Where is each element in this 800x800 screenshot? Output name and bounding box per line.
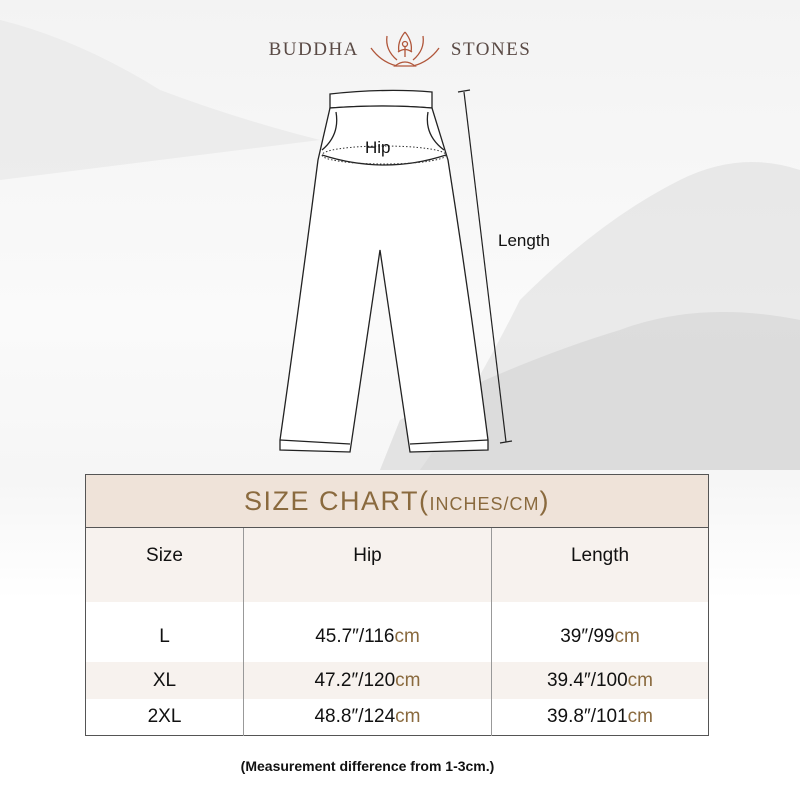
column-header-hip: Hip [243,527,492,602]
table-row: L 45.7″/116cm 39″/99cm [85,602,709,662]
hip-cell: 47.2″/120cm [243,662,492,699]
pants-diagram [279,89,513,453]
hip-label: Hip [365,138,391,157]
size-chart-table: SIZE CHART(INCHES/CM) Size Hip Length L … [85,474,709,736]
size-cell: 2XL [85,699,244,736]
length-cell: 39.4″/100cm [491,662,709,699]
lotus-meditation-icon [370,31,440,67]
length-cell: 39.8″/101cm [491,699,709,736]
size-chart-title: SIZE CHART(INCHES/CM) [85,474,709,528]
length-cell: 39″/99cm [491,602,709,662]
brand-name-right: STONES [450,39,532,60]
brand-logo: BUDDHA STONES [0,30,800,70]
column-header-length: Length [491,527,709,602]
table-row: XL 47.2″/120cm 39.4″/100cm [85,662,709,699]
hip-cell: 45.7″/116cm [243,602,492,662]
size-cell: XL [85,662,244,699]
length-label: Length [498,231,550,250]
size-cell: L [85,602,244,662]
brand-name-left: BUDDHA [268,39,359,60]
column-header-size: Size [85,527,244,602]
measurement-note: (Measurement difference from 1-3cm.) [240,758,495,774]
hip-cell: 48.8″/124cm [243,699,492,736]
table-row: 2XL 48.8″/124cm 39.8″/101cm [85,699,709,736]
